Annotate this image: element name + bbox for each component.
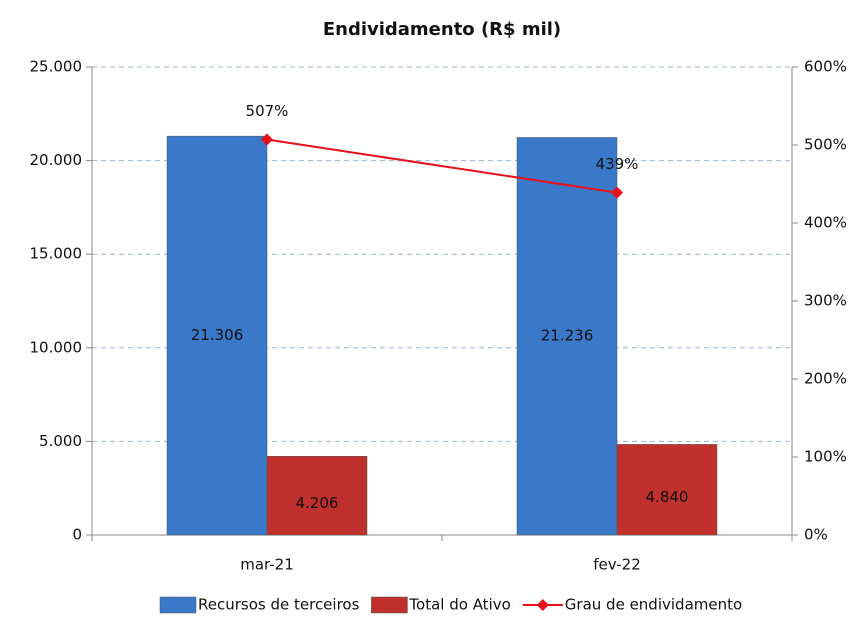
bar-value-label: 21.306	[191, 326, 244, 344]
y-tick-label: 20.000	[30, 151, 83, 169]
x-tick-label: fev-22	[593, 556, 640, 574]
legend-label: Grau de endividamento	[565, 596, 742, 614]
y-tick-label: 25.000	[30, 58, 83, 76]
y2-tick-label: 100%	[804, 448, 847, 466]
y2-tick-label: 600%	[804, 58, 847, 76]
bar	[516, 137, 618, 536]
bar	[166, 135, 268, 536]
line-marker	[611, 186, 623, 199]
line-series	[266, 138, 618, 194]
bar-value-label: 4.840	[646, 488, 689, 506]
y2-tick-label: 200%	[804, 370, 847, 388]
bar-value-label: 21.236	[541, 327, 594, 345]
y-tick-label: 0	[72, 526, 82, 544]
y-tick-label: 5.000	[39, 432, 82, 450]
y-tick-label: 10.000	[30, 338, 83, 356]
legend-marker	[536, 599, 549, 611]
y2-tick-label: 0%	[804, 526, 828, 544]
legend-label: Recursos de terceiros	[198, 596, 360, 614]
y2-tick-label: 500%	[804, 136, 847, 154]
line-value-label: 439%	[596, 155, 639, 173]
legend-swatch	[371, 596, 408, 614]
line-value-label: 507%	[246, 102, 289, 120]
bar	[616, 444, 718, 536]
bar-value-label: 4.206	[296, 494, 339, 512]
bar	[266, 456, 368, 536]
x-tick-label: mar-21	[240, 556, 294, 574]
y2-tick-label: 300%	[804, 292, 847, 310]
chart-title: Endividamento (R$ mil)	[323, 19, 561, 40]
legend-label: Total do Ativo	[408, 596, 510, 614]
y-tick-label: 15.000	[30, 245, 83, 263]
legend-swatch	[159, 596, 197, 614]
y2-tick-label: 400%	[804, 214, 847, 232]
line-marker	[261, 133, 273, 146]
